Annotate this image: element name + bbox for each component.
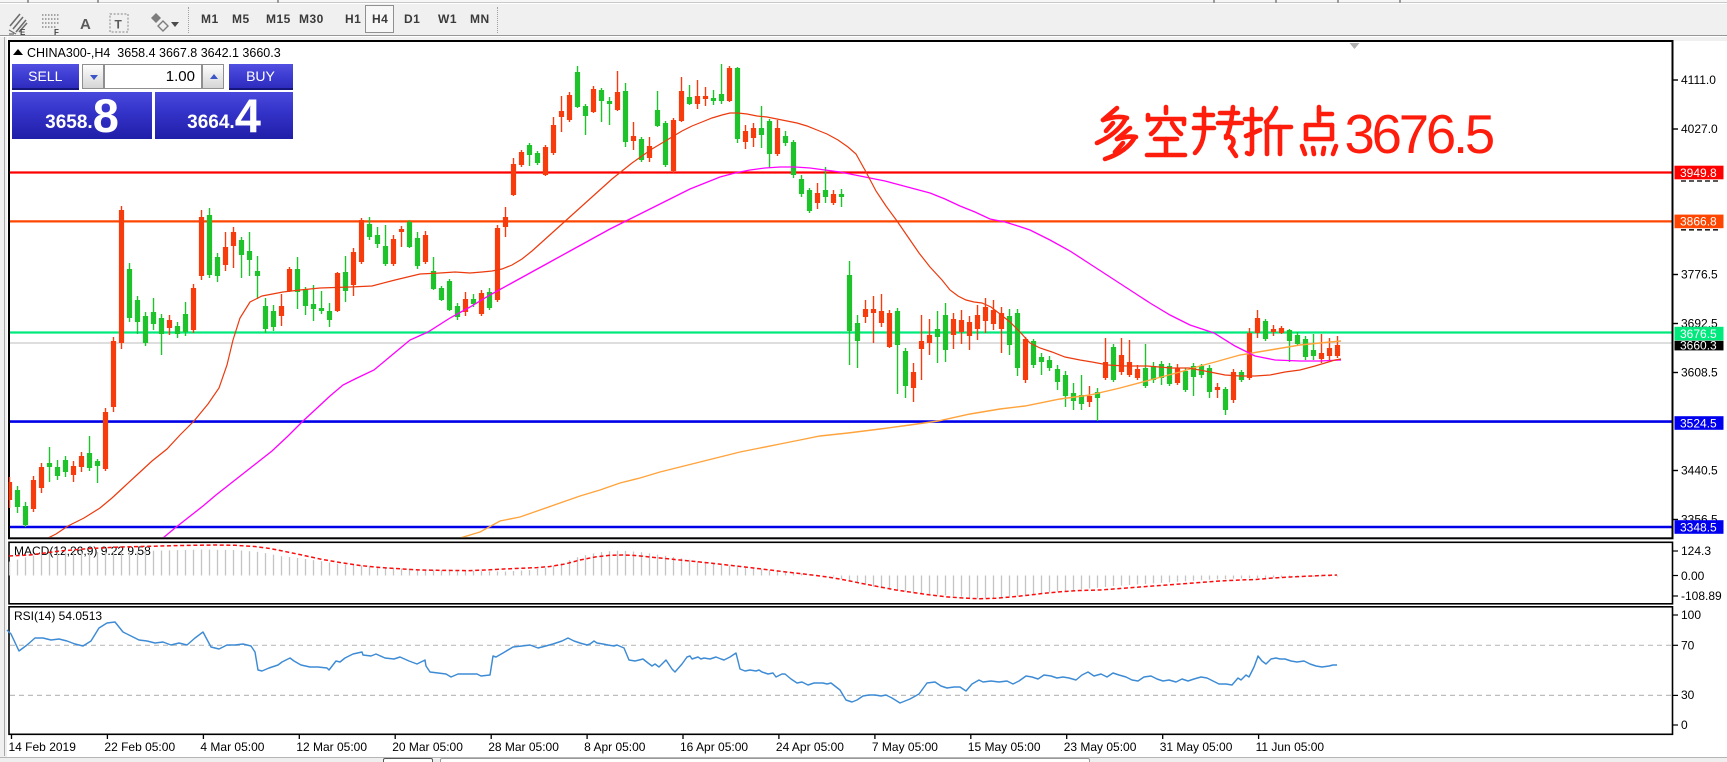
svg-text:24 Apr 05:00: 24 Apr 05:00	[776, 740, 844, 754]
svg-text:8 Apr 05:00: 8 Apr 05:00	[584, 740, 646, 754]
svg-text:7 May 05:00: 7 May 05:00	[872, 740, 938, 754]
svg-text:15 May 05:00: 15 May 05:00	[968, 740, 1041, 754]
svg-text:4 Mar 05:00: 4 Mar 05:00	[200, 740, 264, 754]
svg-text:3949.8: 3949.8	[1680, 166, 1717, 180]
svg-text:3676.5: 3676.5	[1680, 327, 1717, 341]
svg-text:A: A	[80, 16, 91, 33]
svg-text:F: F	[54, 28, 59, 36]
svg-text:3776.5: 3776.5	[1681, 268, 1718, 282]
svg-text:70: 70	[1681, 639, 1695, 653]
svg-text:4027.0: 4027.0	[1681, 122, 1718, 136]
svg-text:T: T	[115, 18, 123, 32]
svg-text:3440.5: 3440.5	[1681, 464, 1718, 478]
svg-text:3348.5: 3348.5	[1680, 520, 1717, 534]
svg-text:20 Mar 05:00: 20 Mar 05:00	[392, 740, 463, 754]
svg-text:0: 0	[1681, 718, 1688, 732]
svg-text:31 May 05:00: 31 May 05:00	[1160, 740, 1233, 754]
svg-text:22 Feb 05:00: 22 Feb 05:00	[104, 740, 175, 754]
svg-text:30: 30	[1681, 688, 1695, 702]
svg-text:3866.8: 3866.8	[1680, 215, 1717, 229]
svg-text:3660.3: 3660.3	[1680, 338, 1717, 352]
svg-text:14 Feb 2019: 14 Feb 2019	[9, 740, 77, 754]
svg-text:124.3: 124.3	[1681, 544, 1711, 558]
svg-text:23 May 05:00: 23 May 05:00	[1064, 740, 1137, 754]
svg-text:11 Jun 05:00: 11 Jun 05:00	[1256, 740, 1325, 754]
svg-text:16 Apr 05:00: 16 Apr 05:00	[680, 740, 748, 754]
svg-text:3524.5: 3524.5	[1680, 416, 1717, 430]
svg-text:-108.89: -108.89	[1681, 589, 1722, 603]
svg-text:0.00: 0.00	[1681, 569, 1705, 583]
svg-text:3608.5: 3608.5	[1681, 366, 1718, 380]
svg-text:100: 100	[1681, 608, 1701, 622]
svg-text:4111.0: 4111.0	[1681, 73, 1716, 87]
svg-text:3676.5: 3676.5	[1345, 104, 1494, 165]
svg-text:12 Mar 05:00: 12 Mar 05:00	[296, 740, 367, 754]
svg-text:RSI(14) 54.0513: RSI(14) 54.0513	[14, 609, 102, 623]
svg-text:28 Mar 05:00: 28 Mar 05:00	[488, 740, 559, 754]
svg-text:E: E	[20, 28, 26, 36]
